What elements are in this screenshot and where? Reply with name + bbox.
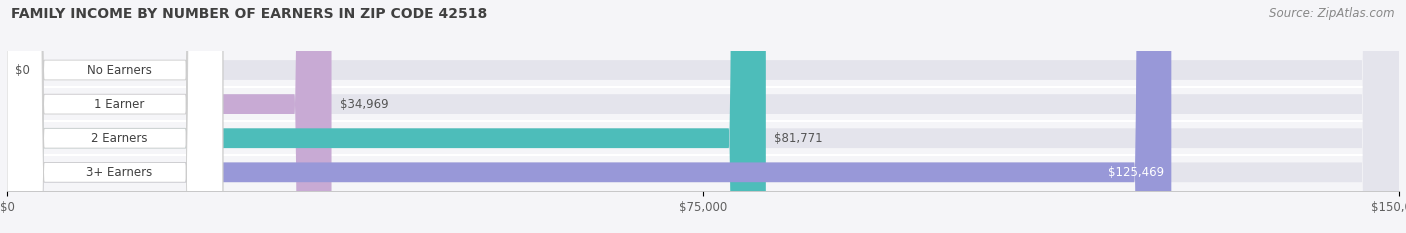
- Text: 2 Earners: 2 Earners: [91, 132, 148, 145]
- FancyBboxPatch shape: [7, 0, 332, 233]
- FancyBboxPatch shape: [7, 0, 1171, 233]
- FancyBboxPatch shape: [7, 0, 1399, 233]
- FancyBboxPatch shape: [7, 0, 1399, 233]
- FancyBboxPatch shape: [7, 0, 1399, 233]
- FancyBboxPatch shape: [7, 0, 1399, 233]
- Text: 3+ Earners: 3+ Earners: [86, 166, 152, 179]
- Text: No Earners: No Earners: [87, 64, 152, 76]
- FancyBboxPatch shape: [7, 0, 222, 233]
- FancyBboxPatch shape: [7, 0, 766, 233]
- Text: Source: ZipAtlas.com: Source: ZipAtlas.com: [1270, 7, 1395, 20]
- FancyBboxPatch shape: [7, 0, 222, 233]
- Text: FAMILY INCOME BY NUMBER OF EARNERS IN ZIP CODE 42518: FAMILY INCOME BY NUMBER OF EARNERS IN ZI…: [11, 7, 488, 21]
- Text: $81,771: $81,771: [775, 132, 823, 145]
- Text: 1 Earner: 1 Earner: [94, 98, 145, 111]
- Text: $34,969: $34,969: [340, 98, 388, 111]
- FancyBboxPatch shape: [7, 0, 222, 233]
- Text: $125,469: $125,469: [1108, 166, 1164, 179]
- FancyBboxPatch shape: [7, 0, 222, 233]
- Text: $0: $0: [15, 64, 31, 76]
